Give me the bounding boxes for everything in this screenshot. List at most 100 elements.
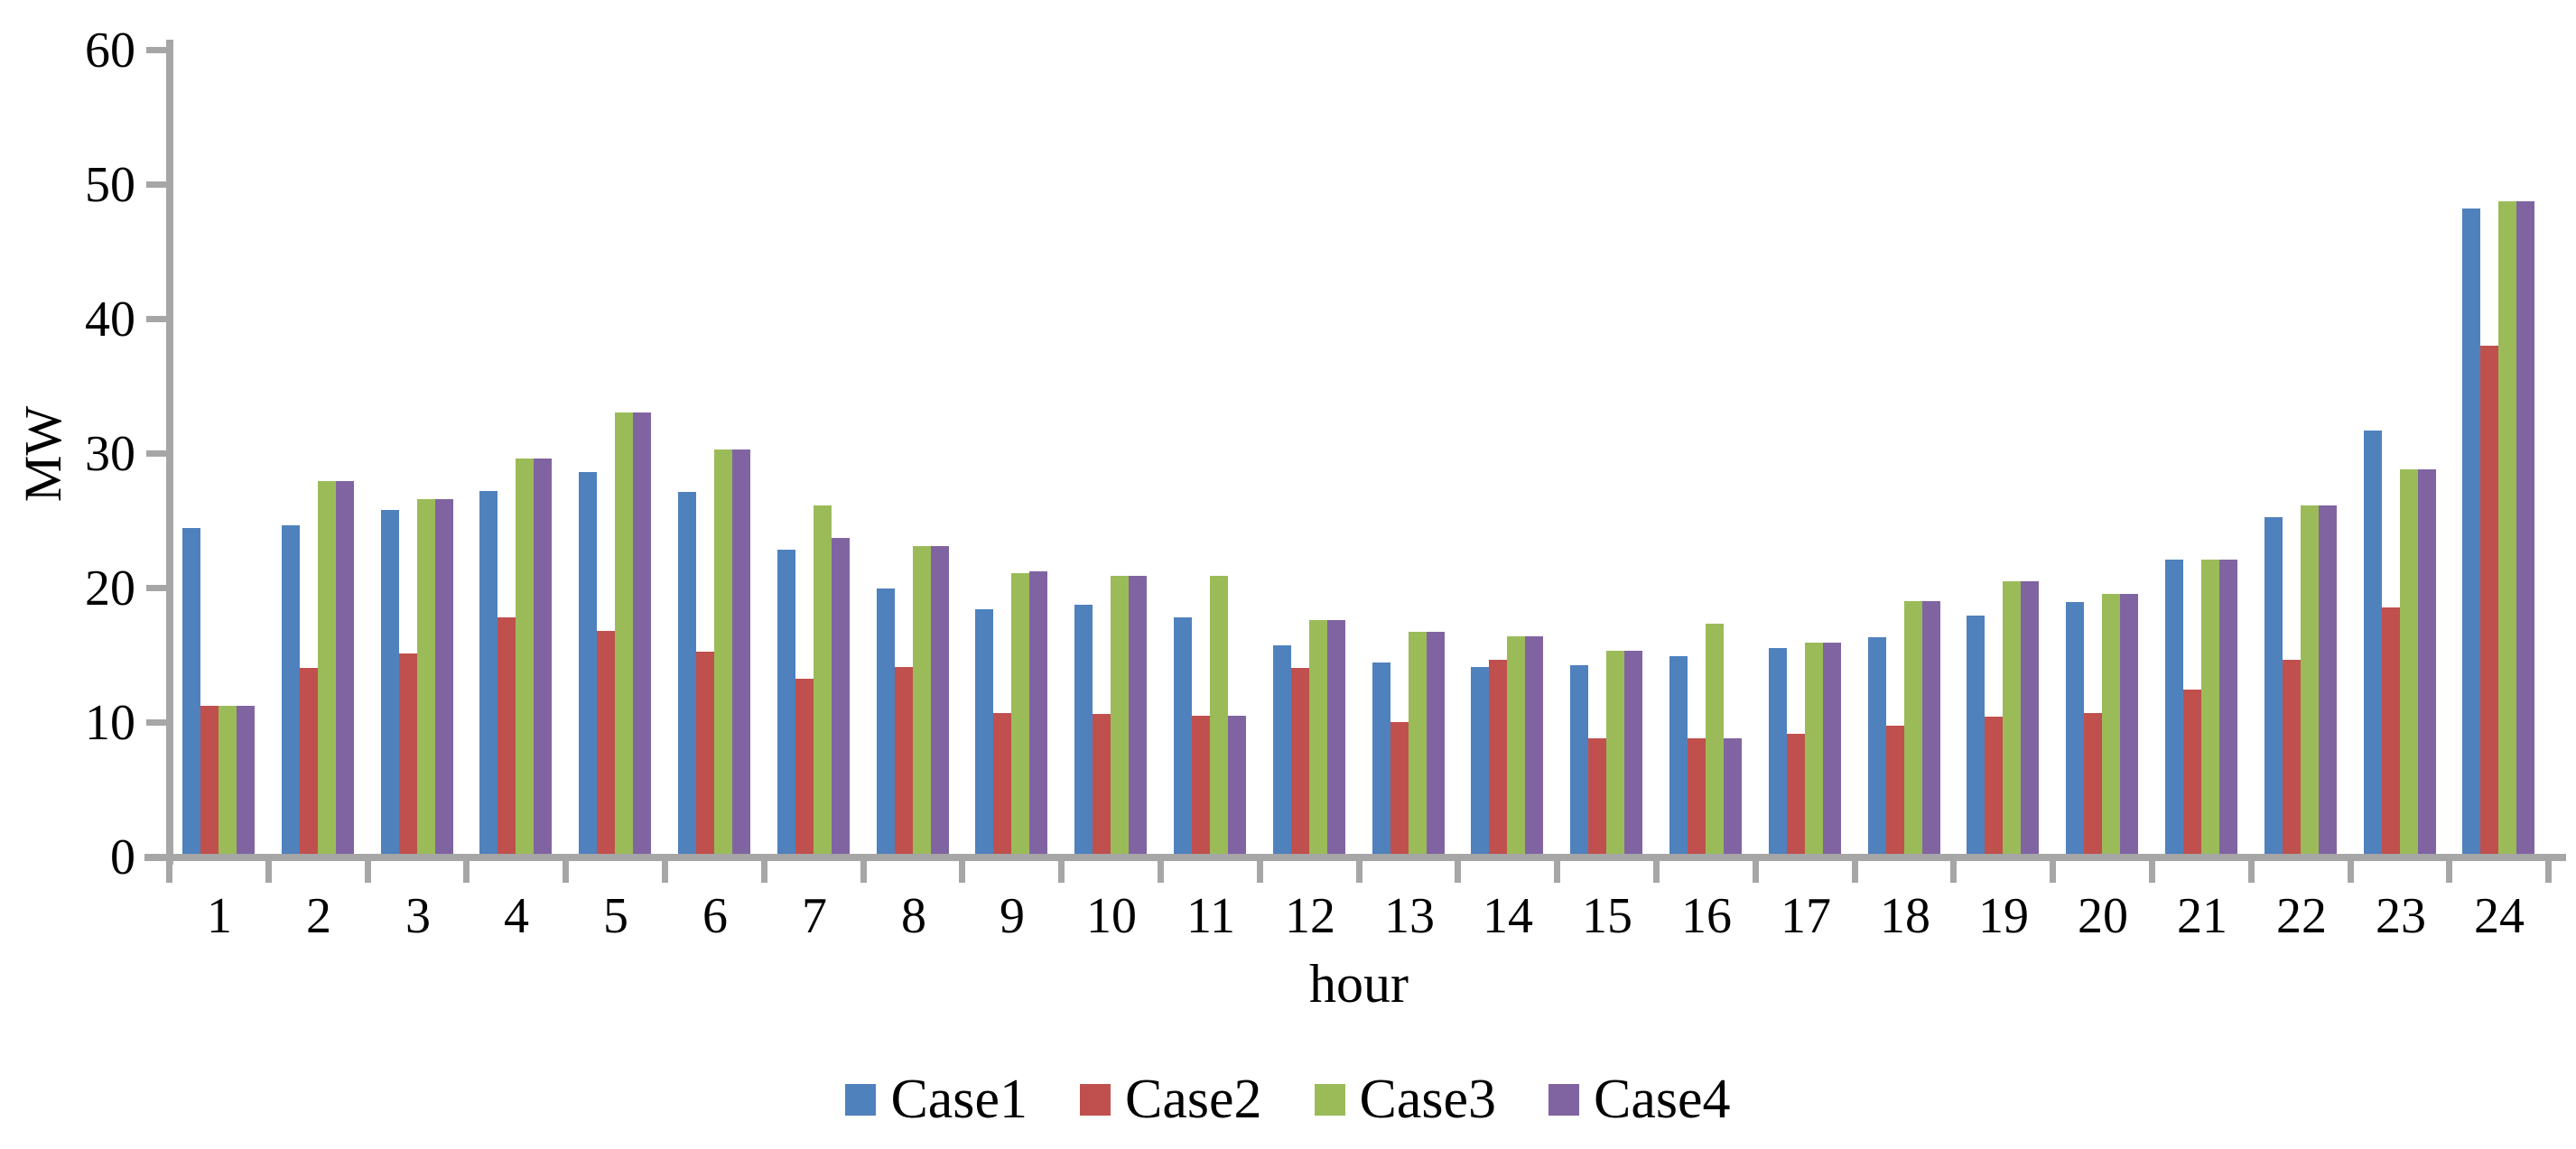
bar-case1-hour-6 xyxy=(678,492,696,854)
bar-case1-hour-18 xyxy=(1868,637,1886,854)
y-axis-tick xyxy=(146,47,170,53)
x-axis-tick xyxy=(1158,859,1164,883)
bar-case2-hour-21 xyxy=(2183,690,2201,854)
bar-case4-hour-9 xyxy=(1029,571,1047,854)
bar-case3-hour-10 xyxy=(1111,576,1129,854)
bar-case3-hour-22 xyxy=(2301,505,2319,854)
bar-case1-hour-22 xyxy=(2264,517,2283,854)
bar-case4-hour-7 xyxy=(832,538,850,854)
bar-case2-hour-18 xyxy=(1886,726,1904,854)
bar-case2-hour-9 xyxy=(993,713,1011,854)
bar-case3-hour-19 xyxy=(2003,581,2021,854)
bar-case3-hour-20 xyxy=(2102,594,2120,854)
x-axis-tick xyxy=(1554,859,1560,883)
x-tick-label-hour-23: 23 xyxy=(2376,888,2426,944)
bar-case4-hour-19 xyxy=(2021,581,2039,854)
y-axis-tick xyxy=(146,719,170,726)
bar-case1-hour-12 xyxy=(1273,645,1291,854)
bar-case3-hour-13 xyxy=(1409,632,1427,854)
bar-case2-hour-19 xyxy=(1985,717,2003,854)
x-axis-tick xyxy=(2050,859,2056,883)
x-axis-tick xyxy=(959,859,965,883)
bar-case1-hour-17 xyxy=(1769,648,1787,854)
bar-case4-hour-11 xyxy=(1228,716,1246,854)
bar-case3-hour-1 xyxy=(219,706,237,854)
x-tick-label-hour-13: 13 xyxy=(1384,888,1435,944)
bar-case3-hour-23 xyxy=(2400,469,2418,854)
x-axis-tick xyxy=(761,859,767,883)
bar-case4-hour-16 xyxy=(1724,738,1742,854)
legend-label-case3: Case3 xyxy=(1359,1069,1497,1130)
bar-case1-hour-3 xyxy=(381,510,399,854)
x-axis-tick xyxy=(2446,859,2452,883)
x-axis-tick xyxy=(1257,859,1263,883)
x-axis-tick xyxy=(1653,859,1660,883)
y-tick-label: 60 xyxy=(85,23,135,79)
y-axis-tick xyxy=(146,316,170,322)
x-axis-line xyxy=(144,854,2566,861)
x-axis-tick xyxy=(265,859,272,883)
bar-case3-hour-9 xyxy=(1011,573,1029,854)
bar-case4-hour-15 xyxy=(1624,651,1642,854)
bar-case4-hour-18 xyxy=(1922,601,1940,854)
bar-case1-hour-19 xyxy=(1967,616,1985,854)
x-axis-tick xyxy=(463,859,470,883)
bar-case2-hour-3 xyxy=(399,653,417,854)
x-axis-tick xyxy=(1753,859,1759,883)
x-axis-tick xyxy=(1852,859,1858,883)
x-tick-label-hour-19: 19 xyxy=(1978,888,2029,944)
x-axis-tick xyxy=(166,859,172,883)
bar-case4-hour-17 xyxy=(1823,643,1841,854)
x-tick-label-hour-16: 16 xyxy=(1681,888,1732,944)
bar-case1-hour-9 xyxy=(975,609,993,854)
bar-case1-hour-4 xyxy=(479,491,498,854)
x-axis-tick xyxy=(2248,859,2255,883)
bar-case2-hour-7 xyxy=(795,679,814,854)
x-axis-tick xyxy=(2348,859,2354,883)
bar-case4-hour-4 xyxy=(534,459,552,854)
bar-case1-hour-13 xyxy=(1372,663,1390,854)
x-tick-label-hour-2: 2 xyxy=(306,888,331,944)
bar-case2-hour-16 xyxy=(1688,738,1706,854)
y-tick-label: 10 xyxy=(85,695,135,751)
bar-case2-hour-10 xyxy=(1093,714,1111,854)
bar-case1-hour-2 xyxy=(282,525,300,854)
x-tick-label-hour-17: 17 xyxy=(1781,888,1831,944)
x-axis-tick xyxy=(860,859,867,883)
bar-case3-hour-6 xyxy=(714,449,732,854)
bar-case3-hour-16 xyxy=(1706,624,1724,854)
y-tick-label: 40 xyxy=(85,292,135,347)
bar-case4-hour-5 xyxy=(633,412,651,854)
bar-case2-hour-15 xyxy=(1588,738,1606,854)
bar-case2-hour-1 xyxy=(200,706,219,854)
y-axis-tick xyxy=(146,450,170,457)
y-axis-tick xyxy=(146,585,170,591)
bar-case1-hour-24 xyxy=(2462,208,2480,854)
y-axis-line xyxy=(166,40,173,865)
legend-swatch-case4 xyxy=(1548,1083,1580,1116)
x-axis-tick xyxy=(1455,859,1461,883)
bar-case2-hour-14 xyxy=(1489,660,1507,854)
bar-case2-hour-2 xyxy=(300,668,318,854)
bar-case3-hour-4 xyxy=(516,459,534,854)
y-axis-tick xyxy=(146,854,170,860)
bar-case3-hour-8 xyxy=(913,546,931,854)
bar-case4-hour-6 xyxy=(732,449,750,854)
bar-case4-hour-8 xyxy=(931,546,949,854)
y-axis-tick xyxy=(146,181,170,188)
bar-case4-hour-23 xyxy=(2418,469,2436,854)
x-tick-label-hour-20: 20 xyxy=(2078,888,2128,944)
bar-case2-hour-5 xyxy=(597,631,615,854)
bar-case3-hour-5 xyxy=(615,412,633,854)
legend-swatch-case3 xyxy=(1314,1083,1345,1116)
legend-swatch-case2 xyxy=(1079,1083,1111,1116)
bar-case3-hour-21 xyxy=(2201,560,2219,854)
legend-item-case2: Case2 xyxy=(1079,1068,1262,1131)
x-tick-label-hour-6: 6 xyxy=(702,888,728,944)
legend-label-case4: Case4 xyxy=(1594,1069,1731,1130)
bar-case3-hour-12 xyxy=(1309,620,1327,854)
legend-item-case3: Case3 xyxy=(1314,1068,1497,1131)
bar-case3-hour-14 xyxy=(1507,636,1525,854)
bar-case3-hour-15 xyxy=(1606,651,1624,854)
